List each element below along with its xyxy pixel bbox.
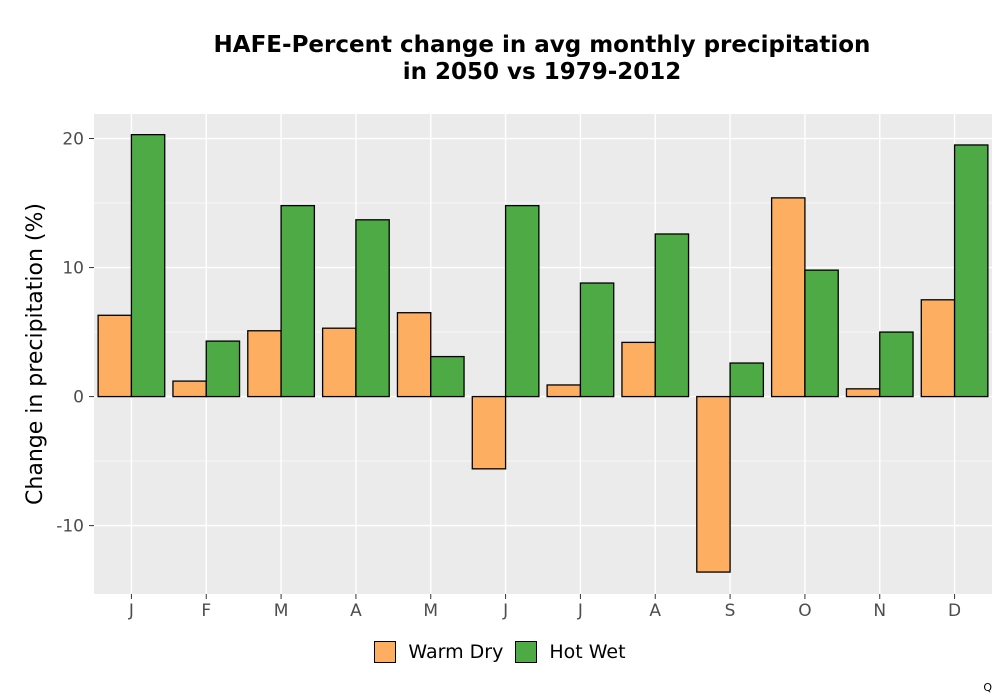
bar-warm-dry — [621, 341, 656, 398]
plot-panel — [94, 114, 992, 594]
legend-label-warm-dry: Warm Dry — [408, 641, 504, 663]
bar-warm-dry — [247, 330, 282, 398]
bar-hot-wet — [205, 340, 241, 398]
bar-warm-dry — [396, 312, 432, 398]
legend-item-warm-dry: Warm Dry — [374, 641, 503, 663]
chart-title-line-2: in 2050 vs 1979-2012 — [402, 59, 682, 85]
x-tick-label: J — [577, 601, 583, 621]
bar-hot-wet — [953, 144, 989, 398]
chart-title-line-1: HAFE-Percent change in avg monthly preci… — [213, 32, 871, 58]
y-tick-label: -10 — [56, 517, 84, 537]
bar-hot-wet — [579, 282, 615, 398]
bar-hot-wet — [280, 204, 316, 398]
minor-gridlines — [94, 202, 992, 462]
legend-key-hot-wet — [515, 641, 538, 663]
x-tick-label: S — [725, 601, 736, 621]
y-tick-label: 0 — [73, 388, 84, 408]
bar-warm-dry — [471, 395, 507, 470]
x-tick-label: F — [201, 601, 211, 621]
y-tick-label: 10 — [62, 259, 84, 279]
bar-warm-dry — [321, 327, 357, 398]
legend-item-hot-wet: Hot Wet — [515, 641, 626, 663]
bar-warm-dry — [770, 197, 806, 398]
bar-chart: -10 0 10 20 J F M A M J J A S O N D Change in precipit… — [23, 114, 992, 621]
legend-key-warm-dry — [374, 641, 397, 663]
bar-warm-dry — [546, 384, 582, 398]
bar-hot-wet — [654, 233, 690, 398]
x-tick-label: N — [873, 601, 886, 621]
legend: Warm Dry Hot Wet — [0, 641, 1000, 663]
x-tick-label: D — [948, 601, 961, 621]
corner-mark: Q — [983, 681, 992, 694]
bar-warm-dry — [920, 299, 956, 398]
y-axis-ticks: -10 0 10 20 — [56, 130, 94, 537]
x-tick-label: M — [274, 601, 289, 621]
x-tick-label: A — [649, 601, 661, 621]
legend-label-hot-wet: Hot Wet — [549, 641, 626, 663]
bar-warm-dry — [696, 395, 731, 573]
bar-hot-wet — [430, 355, 465, 398]
bar-hot-wet — [130, 133, 166, 398]
bar-hot-wet — [355, 219, 390, 398]
bar-hot-wet — [804, 269, 839, 398]
y-axis-label: Change in precipitation (%) — [23, 203, 48, 505]
bar-hot-wet — [504, 204, 540, 398]
x-tick-label: A — [350, 601, 362, 621]
bar-hot-wet — [879, 331, 914, 398]
x-tick-label: O — [798, 601, 811, 621]
bars — [97, 133, 989, 573]
bar-hot-wet — [729, 362, 765, 398]
x-tick-label: J — [128, 601, 134, 621]
x-tick-label: J — [502, 601, 508, 621]
bar-warm-dry — [172, 380, 207, 398]
y-tick-label: 20 — [62, 130, 84, 150]
bar-warm-dry — [97, 314, 133, 398]
bar-warm-dry — [845, 388, 881, 398]
x-tick-label: M — [423, 601, 438, 621]
chart-title: HAFE-Percent change in avg monthly preci… — [92, 32, 992, 86]
